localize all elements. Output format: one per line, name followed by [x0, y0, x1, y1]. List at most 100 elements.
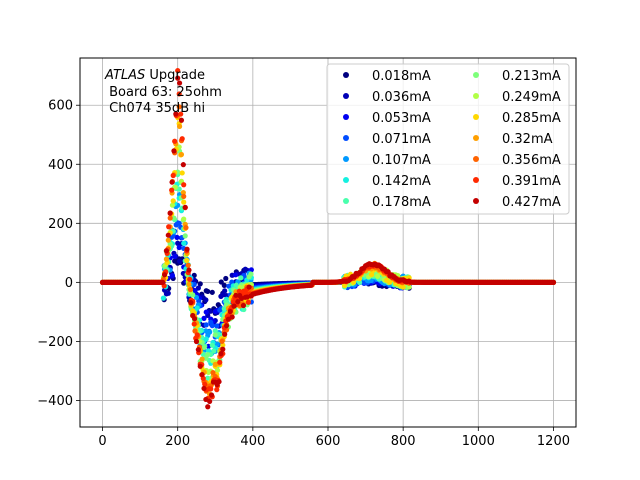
data-point [171, 148, 177, 154]
data-point [165, 232, 171, 238]
legend-label: 0.053mA [372, 111, 431, 126]
y-tick-label: −200 [37, 335, 73, 350]
legend-item: 0.249mA [473, 90, 561, 105]
data-point [179, 170, 185, 176]
data-point [191, 321, 197, 327]
data-point [181, 216, 187, 222]
legend-marker [473, 198, 479, 204]
data-point [179, 136, 185, 142]
legend-item: 0.213mA [473, 69, 561, 84]
data-point [181, 240, 187, 246]
legend-label: 0.285mA [502, 111, 561, 126]
legend-box [326, 63, 570, 215]
x-tick-label: 0 [98, 434, 106, 449]
data-point [178, 111, 184, 117]
data-point [233, 292, 239, 298]
x-tick-label: 400 [240, 434, 265, 449]
legend-marker [343, 114, 349, 120]
data-point [207, 398, 213, 405]
data-point [187, 286, 194, 293]
data-point [201, 385, 207, 392]
data-point [165, 237, 171, 243]
data-point [212, 332, 218, 338]
legend-marker [343, 72, 349, 78]
legend-marker [473, 135, 479, 141]
data-point [184, 257, 190, 264]
data-point [201, 315, 207, 321]
data-point [222, 288, 228, 294]
data-point [232, 272, 239, 278]
data-point [217, 359, 223, 365]
data-point [238, 275, 244, 281]
plot-area [99, 67, 557, 410]
data-point [181, 193, 187, 199]
data-point [173, 111, 179, 117]
data-point [169, 179, 175, 185]
data-point [167, 215, 173, 221]
legend-label: 0.213mA [502, 69, 561, 84]
data-point [225, 316, 232, 322]
data-point [176, 91, 182, 97]
legend-item: 0.036mA [343, 90, 431, 105]
x-tick-label: 600 [316, 434, 341, 449]
data-point [169, 272, 176, 279]
data-point [207, 329, 213, 335]
data-point [208, 392, 215, 398]
x-tick-label: 1000 [462, 434, 495, 449]
data-point [166, 224, 172, 230]
data-point [406, 284, 412, 290]
x-tick-label: 800 [391, 434, 416, 449]
data-point [199, 356, 205, 362]
annotation-atlas: ATLAS [104, 68, 145, 83]
legend-item: 0.071mA [343, 132, 431, 147]
data-point [185, 262, 191, 268]
data-point [202, 381, 208, 387]
legend-label: 0.391mA [502, 174, 561, 189]
data-point [226, 283, 232, 289]
data-point [246, 284, 252, 290]
legend-label: 0.071mA [372, 132, 431, 147]
data-point [235, 299, 241, 305]
data-point [176, 80, 183, 86]
data-point [176, 220, 182, 226]
legend-marker [473, 93, 479, 99]
data-point [180, 162, 186, 168]
data-point [176, 244, 182, 251]
legend-marker [343, 135, 349, 141]
data-point [183, 225, 189, 231]
legend-item: 0.285mA [473, 111, 561, 126]
data-point [368, 271, 375, 278]
data-point [184, 246, 190, 252]
data-point [400, 284, 406, 290]
data-point [203, 297, 209, 303]
legend-marker [343, 177, 349, 183]
data-point [223, 275, 229, 282]
y-tick-label: −400 [37, 394, 73, 409]
legend-label: 0.142mA [372, 174, 431, 189]
legend-label: 0.356mA [502, 153, 561, 168]
data-point [193, 338, 200, 345]
data-point [197, 363, 203, 369]
data-point [163, 248, 170, 254]
data-point [229, 314, 235, 320]
data-point [385, 269, 391, 275]
data-point [172, 138, 178, 144]
data-point [182, 233, 188, 239]
legend-label: 0.178mA [372, 195, 431, 210]
legend-item: 0.32mA [473, 132, 553, 147]
data-point [210, 369, 216, 376]
data-point [203, 322, 209, 328]
data-point [227, 308, 233, 315]
legend-item: 0.053mA [343, 111, 431, 126]
data-point [221, 306, 227, 312]
data-point [175, 67, 181, 74]
data-point [167, 210, 173, 216]
data-point [241, 306, 247, 313]
data-point [176, 258, 183, 264]
data-point [163, 256, 170, 262]
x-tick-label: 200 [165, 434, 190, 449]
series-0.427mA [99, 75, 557, 410]
data-point [186, 267, 192, 273]
data-point [174, 234, 180, 240]
legend-label: 0.32mA [502, 132, 553, 147]
